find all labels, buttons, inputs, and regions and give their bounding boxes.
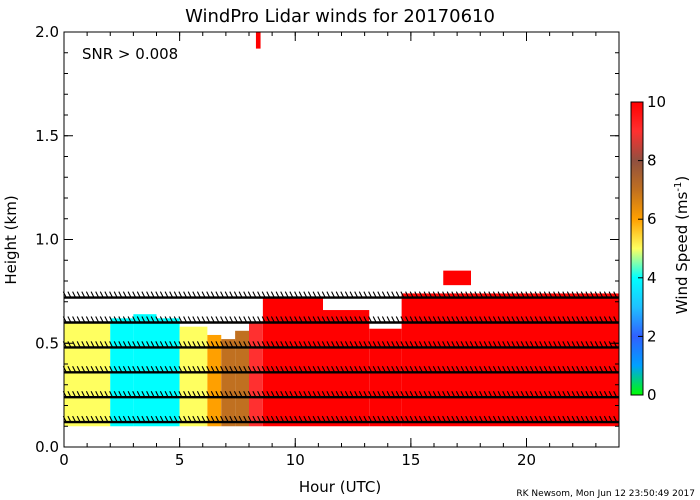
wind-barbs	[62, 291, 619, 424]
wind-speed-cell	[64, 322, 111, 427]
y-tick-label: 1.5	[35, 127, 59, 145]
x-tick-label: 20	[517, 451, 536, 469]
wind-barb-row	[62, 366, 618, 373]
wind-speed-cell	[255, 32, 261, 49]
wind-barb-row	[62, 415, 618, 423]
colorbar-label-close: )	[673, 176, 691, 182]
colorbar-tick-label: 4	[647, 269, 657, 287]
colorbar-tick-label: 6	[647, 210, 657, 228]
snr-annotation: SNR > 0.008	[82, 45, 178, 63]
y-tick-label: 0.0	[35, 438, 59, 456]
wind-barb-row	[62, 341, 618, 348]
axes: 0 5 10 15 20 0.0 0.5 1.0 1.5 2.0	[35, 23, 620, 469]
y-tick-label: 1.0	[35, 231, 59, 249]
colorbar-tick-label: 10	[647, 93, 666, 111]
colorbar-tick-label: 8	[647, 152, 657, 170]
credit-text: RK Newsom, Mon Jun 12 23:50:49 2017	[516, 489, 695, 499]
wind-speed-cell	[401, 293, 619, 427]
wind-speed-cell	[249, 322, 263, 427]
x-axis-label: Hour (UTC)	[299, 478, 381, 496]
colorbar-label-sup: -1	[673, 182, 684, 192]
colorbar-tick-label: 2	[647, 327, 657, 345]
colorbar-bar	[630, 101, 644, 396]
x-tick-label: 15	[401, 451, 420, 469]
wind-speed-cell	[235, 330, 249, 427]
y-axis-label: Height (km)	[2, 195, 20, 284]
wind-speed-cell	[207, 334, 222, 427]
wind-speed-cell	[221, 339, 236, 427]
colorbar-tick-label: 0	[647, 386, 657, 404]
y-tick-label: 0.5	[35, 334, 59, 352]
plot-area	[64, 32, 619, 427]
chart-title: WindPro Lidar winds for 20170610	[185, 6, 495, 27]
colorbar-label: Wind Speed (ms-1)	[673, 176, 691, 314]
wind-barb-row	[62, 291, 618, 298]
wind-barb-row	[62, 316, 618, 323]
colorbar: 0 2 4 6 8 10	[630, 93, 666, 404]
y-tick-label: 2.0	[35, 23, 59, 41]
wind-speed-cell	[443, 270, 471, 286]
x-tick-label: 0	[59, 451, 69, 469]
x-tick-label: 5	[175, 451, 185, 469]
x-tick-label: 10	[286, 451, 305, 469]
wind-barb-row	[62, 390, 618, 398]
colorbar-label-main: Wind Speed (ms	[673, 191, 691, 314]
